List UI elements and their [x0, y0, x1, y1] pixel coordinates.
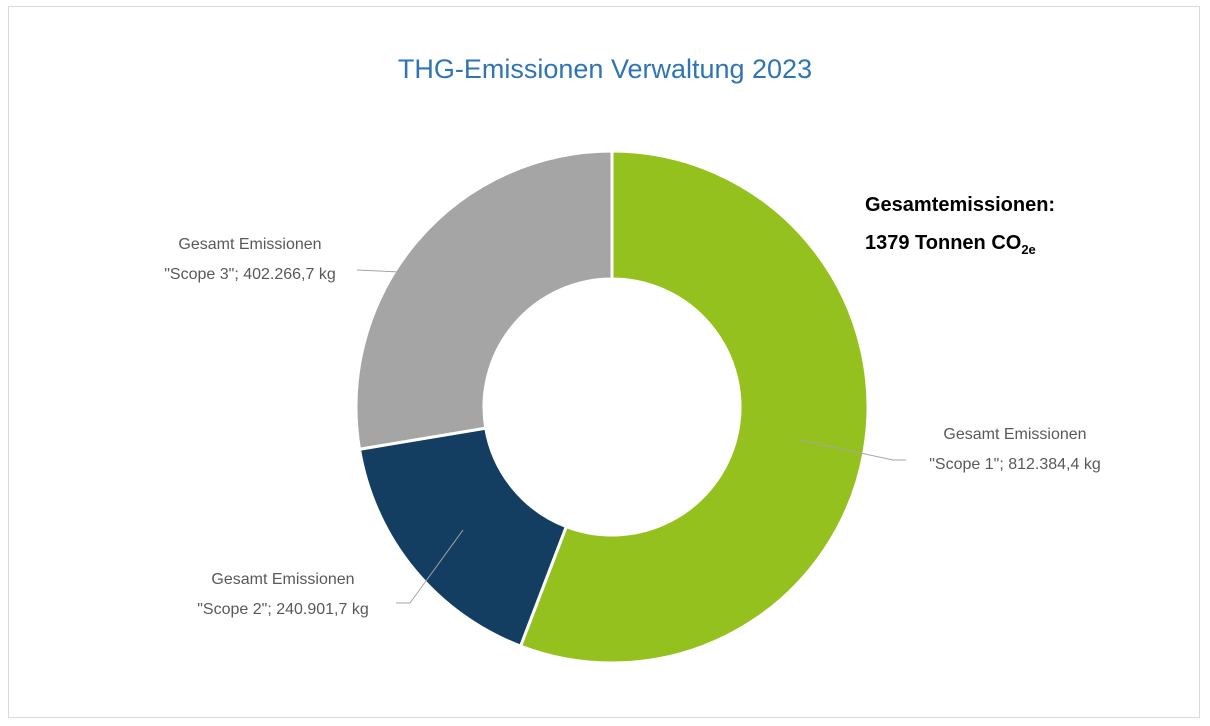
- annotation: Gesamtemissionen: 1379 Tonnen CO2e: [865, 186, 1055, 269]
- donut-slice: [354, 149, 614, 451]
- leader-line: [799, 439, 906, 461]
- annotation-text: 1379 Tonnen CO: [865, 232, 1022, 254]
- slices: [354, 149, 870, 665]
- leader-line: [356, 269, 401, 273]
- chart-title: THG-Emissionen Verwaltung 2023: [397, 54, 813, 84]
- leader-line: [396, 529, 464, 604]
- chart-frame: [8, 6, 1200, 718]
- data-label: Gesamt Emissionen "Scope 2"; 240.901,7 k…: [197, 571, 369, 618]
- donut-slice: [357, 426, 569, 649]
- data-label: Gesamt Emissionen "Scope 1"; 812.384,4 k…: [929, 426, 1101, 473]
- annotation-subscript: 2e: [1021, 242, 1036, 257]
- data-label: Gesamt Emissionen "Scope 3"; 402.266,7 k…: [164, 236, 336, 283]
- annotation-line: Gesamtemissionen:: [865, 194, 1056, 216]
- annotation-line: 1379 Tonnen CO2e: [865, 224, 1055, 269]
- donut-slice: [518, 149, 870, 665]
